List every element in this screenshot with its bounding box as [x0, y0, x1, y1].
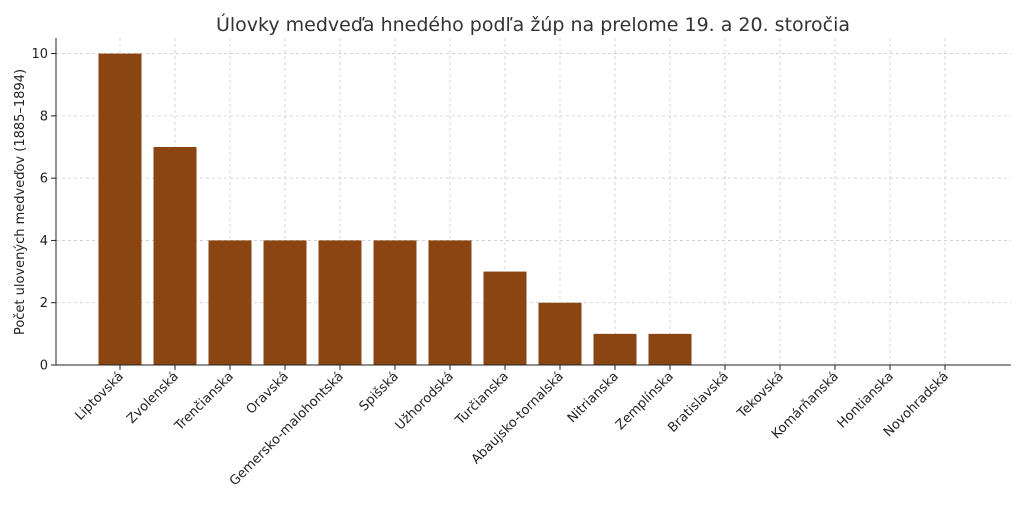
- bar: [208, 240, 252, 365]
- x-tick-label: Turčianska: [452, 369, 512, 429]
- y-tick-label: 0: [40, 359, 48, 374]
- x-tick-label: Liptovská: [72, 369, 126, 423]
- bar: [648, 333, 692, 365]
- x-tick-label: Oravská: [244, 369, 292, 417]
- bar: [153, 147, 197, 365]
- bar: [318, 240, 362, 365]
- bar: [593, 333, 637, 365]
- x-tick-label: Gemersko-malohontská: [227, 369, 347, 489]
- x-tick-label: Spišská: [357, 369, 402, 414]
- bars: [98, 53, 692, 365]
- bar: [538, 302, 582, 365]
- x-tick-label: Užhorodská: [393, 369, 457, 433]
- y-tick-label: 4: [40, 234, 48, 249]
- x-tick-label: Trenčianska: [172, 369, 237, 434]
- chart-title: Úlovky medveďa hnedého podľa žúp na prel…: [216, 12, 850, 36]
- x-tick-label: Tekovská: [734, 369, 787, 422]
- y-ticks: 0 2 4 6 8 10: [31, 47, 56, 374]
- grid-lines: [56, 38, 1011, 366]
- bar: [428, 240, 472, 365]
- y-axis-label: Počet ulovených medveďov (1885–1894): [13, 69, 28, 335]
- bar: [373, 240, 417, 365]
- x-tick-label: Nitrianska: [565, 369, 622, 426]
- x-tick-label: Abaujsko-tornalská: [469, 369, 567, 467]
- bar: [98, 53, 142, 365]
- bar: [483, 271, 527, 365]
- bar: [263, 240, 307, 365]
- x-tick-label: Zvolenská: [124, 369, 182, 427]
- y-tick-label: 2: [40, 296, 48, 311]
- y-tick-label: 6: [40, 172, 48, 187]
- y-tick-label: 8: [40, 109, 48, 124]
- y-tick-label: 10: [31, 47, 48, 62]
